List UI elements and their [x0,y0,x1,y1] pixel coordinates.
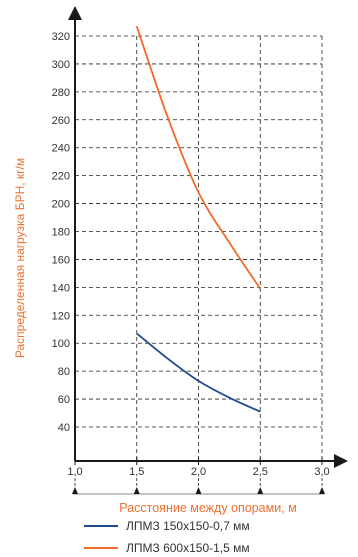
y-axis-label: Распределенная нагрузка БРН, кг/м [13,158,27,358]
x-tick-label-2,5: 2,5 [253,466,268,478]
x-marker-2,0 [195,487,202,494]
y-tick-label-280: 280 [52,87,70,99]
grid [74,35,323,486]
x-marker-3,0 [319,487,325,494]
legend-label-1: ЛПМЗ 150х150-0,7 мм [126,519,250,533]
y-tick-label-260: 260 [52,115,70,127]
x-marker-1,0 [72,487,78,494]
y-tick-label-320: 320 [52,31,70,43]
y-tick-label-160: 160 [52,254,70,266]
x-tick-label-2,0: 2,0 [191,466,206,478]
y-tick-label-200: 200 [52,199,70,211]
y-tick-label-180: 180 [52,227,70,239]
y-tick-label-220: 220 [52,171,70,183]
tick-labels: 40 60 80 100 120 140 160 180 200 220 240 260 280 300 3… [52,31,330,478]
y-tick-label-240: 240 [52,143,70,155]
x-axis-arrow [334,454,348,468]
y-tick-label-120: 120 [52,310,70,322]
x-tick-label-1,0: 1,0 [67,466,82,478]
x-marker-2,5 [257,487,264,494]
legend-item-1: ЛПМЗ 150х150-0,7 мм [84,519,250,533]
y-tick-label-40: 40 [58,422,70,434]
x-axis-label: Расстояние между опорами, м [119,501,296,515]
series-lines [135,25,261,413]
x-tick-label-3,0: 3,0 [314,466,329,478]
y-tick-label-100: 100 [52,338,70,350]
y-tick-label-140: 140 [52,282,70,294]
y-tick-label-300: 300 [52,59,70,71]
series-line-2 [135,25,261,290]
legend: ЛПМЗ 150х150-0,7 мм ЛПМЗ 600х150-1,5 мм [84,519,250,555]
legend-item-2: ЛПМЗ 600х150-1,5 мм [84,541,250,555]
y-tick-label-80: 80 [58,366,70,378]
series-line-1 [136,332,261,413]
y-tick-label-60: 60 [58,394,70,406]
axes [68,6,348,495]
x-marker-1,5 [133,487,140,494]
y-axis-arrow [68,6,82,20]
x-tick-label-1,5: 1,5 [129,466,144,478]
legend-label-2: ЛПМЗ 600х150-1,5 мм [126,541,250,555]
